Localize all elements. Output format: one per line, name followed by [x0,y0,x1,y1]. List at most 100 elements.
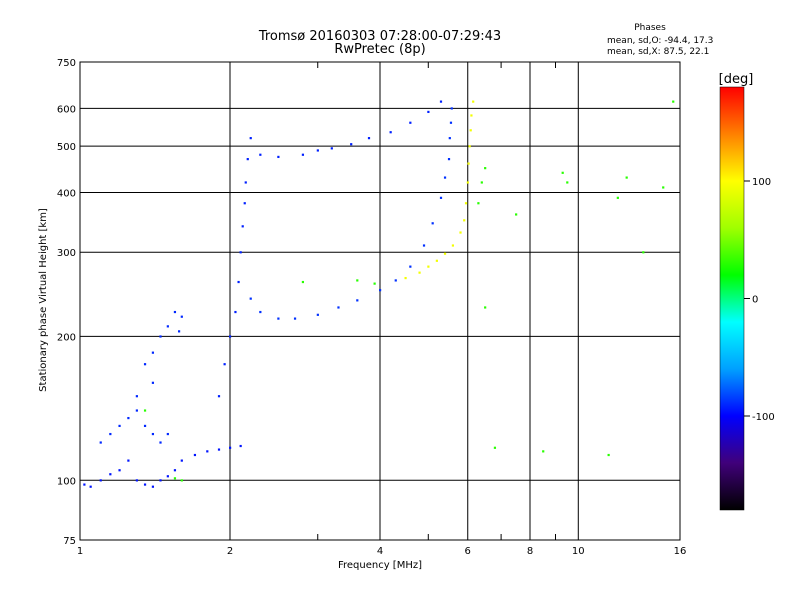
data-point [467,162,470,165]
data-point [356,279,359,282]
data-point [435,259,438,262]
data-point [468,145,471,148]
x-tick-label: 8 [527,546,533,557]
data-point [379,289,382,292]
y-tick-label: 750 [57,58,76,69]
data-point [607,453,610,457]
data-point [447,158,451,161]
data-point [99,479,102,482]
data-point [451,244,455,247]
data-point [484,306,487,309]
data-point [443,176,447,179]
data-point [389,131,392,134]
data-point [316,313,319,316]
data-point [480,181,483,184]
data-point [159,335,162,338]
colorbar-ticks: 100 0 -100 [744,177,775,423]
data-point [394,279,397,282]
data-point [249,297,252,300]
y-tick-label: 400 [57,188,76,199]
data-point [118,424,121,428]
data-point [259,310,262,314]
data-point [180,315,183,318]
data-point [561,171,564,174]
data-point [259,153,262,156]
data-point [151,485,155,488]
colorbar-label: [deg] [719,72,754,87]
data-point [515,213,518,216]
data-point [373,282,376,285]
plot-area: 1 2 4 6 8 10 16 75 100 200 300 400 500 600 750 [57,58,686,557]
data-point [337,306,340,309]
data-point [217,448,221,451]
x-tick-label: 4 [377,546,383,557]
data-point [439,100,443,103]
data-point [466,181,469,184]
data-point [159,441,162,444]
plot-border [79,61,681,541]
data-point [135,479,138,482]
data-point [180,459,183,462]
data-point [477,202,480,205]
data-point [449,121,453,124]
data-point [159,479,162,482]
data-point [177,330,181,333]
data-point [277,317,280,320]
data-point [173,469,177,472]
data-point [469,129,472,132]
data-point [135,409,138,412]
data-point [625,176,628,179]
data-point [83,483,86,486]
x-axis-ticks: 1 2 4 6 8 10 16 [77,546,687,557]
data-point [616,196,619,199]
data-point [135,395,138,398]
data-point [493,446,497,449]
data-point [173,477,177,480]
data-point [448,137,451,140]
data-point [127,416,130,420]
colorbar-gradient [719,86,745,511]
stats-line-o: mean, sd,O: -94.4, 17.3 [607,36,713,46]
data-point [439,196,443,199]
data-point [431,222,434,225]
data-point [293,317,297,320]
data-point [241,225,244,228]
data-point [166,432,169,436]
x-tick-label: 6 [465,546,471,557]
data-point [367,137,371,140]
x-tick-label: 1 [77,546,83,557]
data-point [239,251,242,254]
data-point [450,107,453,110]
data-point [472,100,475,103]
data-point [151,381,155,384]
data-point [180,479,183,482]
data-point [166,475,169,478]
chart-subtitle: RwPretec (8p) [334,42,425,57]
data-point [427,110,430,114]
colorbar-tick-label: -100 [752,412,775,423]
data-point [173,310,177,314]
data-point [464,202,468,205]
y-axis-label: Stationary phase Virtual Height [km] [38,208,49,392]
data-point [277,155,280,159]
data-point [470,114,473,117]
data-point [316,149,319,152]
data-point [244,181,247,184]
stats-line-x: mean, sd,X: 87.5, 22.1 [607,47,709,57]
data-point [418,271,421,274]
data-point [223,363,226,366]
data-point [301,153,305,156]
data-point [243,202,246,205]
data-point [443,252,447,255]
data-point [409,121,412,124]
data-points [83,100,675,488]
data-point [229,335,232,338]
data-point [356,299,359,302]
data-point [217,395,221,398]
chart-title: Tromsø 20160303 07:28:00-07:29:43 [258,29,501,44]
data-point [566,181,569,184]
data-point [484,167,487,170]
y-tick-label: 600 [57,104,76,115]
data-point [229,446,232,449]
